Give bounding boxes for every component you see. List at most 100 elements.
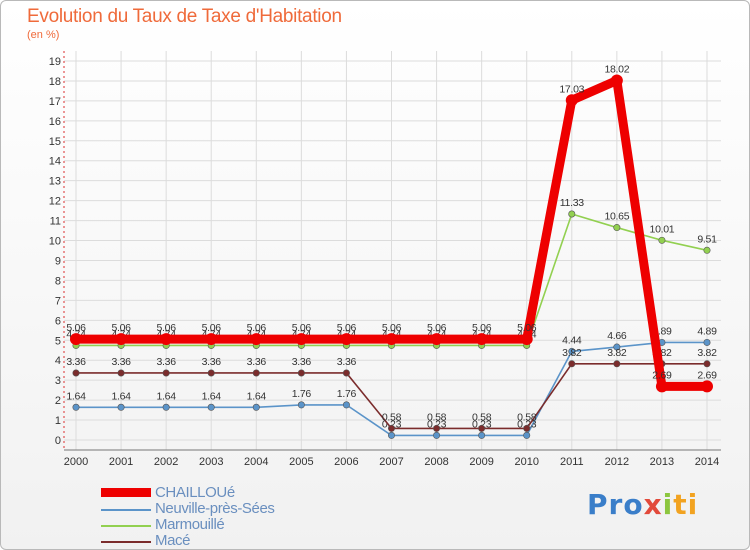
data-label: 5.06	[202, 322, 222, 334]
data-label: 9.51	[697, 233, 717, 245]
y-tick-label: 16	[49, 116, 61, 128]
y-tick-label: 1	[55, 415, 61, 427]
data-point	[162, 369, 170, 377]
data-label: 5.06	[427, 322, 447, 334]
x-tick-label: 2008	[424, 456, 448, 468]
data-label: 18.02	[604, 64, 629, 76]
legend-swatch-neuville	[101, 509, 151, 511]
y-tick-label: 4	[55, 355, 61, 367]
data-point	[162, 403, 170, 411]
data-label: 0.23	[427, 418, 447, 430]
data-point	[430, 333, 443, 346]
data-point	[703, 360, 711, 368]
data-label: 0.58	[517, 411, 537, 423]
legend-label-chaillou: CHAILLOUé	[155, 484, 235, 501]
data-point	[250, 333, 263, 346]
data-point	[655, 380, 668, 393]
data-label: 5.06	[66, 322, 86, 334]
data-point	[703, 338, 711, 346]
data-label: 1.64	[202, 390, 222, 402]
data-label: 5.06	[111, 322, 131, 334]
chart-title: Evolution du Taux de Taxe d'Habitation	[27, 6, 342, 27]
y-tick-label: 9	[55, 255, 61, 267]
x-tick-label: 2013	[650, 456, 674, 468]
x-tick-label: 2011	[560, 456, 584, 468]
data-label: 5.06	[517, 322, 537, 334]
x-tick-label: 2014	[695, 456, 719, 468]
y-tick-label: 3	[55, 375, 61, 387]
data-point	[72, 369, 80, 377]
brand-logo: Proxiti	[587, 488, 699, 521]
legend-label-neuville: Neuville-près-Sées	[155, 500, 275, 517]
data-point	[613, 343, 621, 351]
legend-swatch-mace	[101, 541, 151, 543]
x-tick-label: 2003	[199, 456, 223, 468]
data-label: 1.64	[66, 390, 86, 402]
data-label: 0.23	[382, 418, 402, 430]
y-tick-label: 6	[55, 315, 61, 327]
legend-swatch-chaillou	[101, 488, 151, 497]
y-tick-label: 10	[49, 236, 61, 248]
x-tick-label: 2000	[64, 456, 88, 468]
data-label: 4.89	[697, 325, 717, 337]
data-point	[340, 333, 353, 346]
data-point	[523, 431, 531, 439]
data-point	[478, 424, 486, 432]
data-label: 0.23	[472, 418, 492, 430]
y-tick-label: 14	[49, 156, 61, 168]
data-point	[568, 360, 576, 368]
series-neuville-pr-s-s-es: 1.64 1.64 1.64 1.64 1.64 1.76 1.76 0.23 0.23 0.23…	[66, 325, 717, 439]
data-point	[115, 333, 128, 346]
data-point	[207, 403, 215, 411]
data-label: 1.64	[247, 390, 267, 402]
y-tick-label: 2	[55, 395, 61, 407]
data-label: 3.82	[607, 347, 627, 359]
data-label: 5.06	[157, 322, 177, 334]
legend-swatch-marmouille	[101, 525, 151, 527]
data-point	[385, 333, 398, 346]
data-label: 3.82	[697, 347, 717, 359]
data-label: 3.36	[66, 356, 86, 368]
data-label: 11.33	[560, 197, 584, 209]
data-point	[520, 333, 533, 346]
y-tick-label: 5	[55, 335, 61, 347]
y-tick-label: 18	[49, 76, 61, 88]
data-label: 3.36	[202, 356, 222, 368]
x-tick-label: 2010	[514, 456, 538, 468]
data-point	[701, 380, 713, 393]
data-point	[160, 333, 173, 346]
data-point	[117, 403, 125, 411]
data-point	[252, 403, 260, 411]
data-label: 3.36	[157, 356, 177, 368]
data-point	[297, 401, 305, 409]
data-label: 3.36	[337, 356, 357, 368]
data-label: 5.06	[337, 322, 357, 334]
data-label: 10.65	[604, 211, 629, 223]
data-label: 5.06	[472, 322, 492, 334]
y-tick-label: 7	[55, 295, 61, 307]
data-point	[295, 333, 308, 346]
data-label: 5.06	[292, 322, 312, 334]
data-point	[523, 424, 531, 432]
data-label: 3.36	[292, 356, 312, 368]
y-tick-label: 12	[49, 196, 61, 208]
legend-label-marmouille: Marmouillé	[155, 516, 225, 533]
data-label: 3.82	[562, 347, 582, 359]
data-point	[117, 369, 125, 377]
y-tick-label: 19	[49, 56, 61, 68]
x-tick-label: 2005	[289, 456, 313, 468]
data-point	[610, 74, 623, 87]
x-tick-label: 2004	[244, 456, 268, 468]
data-label: 2.69	[697, 369, 717, 381]
y-tick-label: 15	[49, 136, 61, 148]
data-label: 1.76	[292, 388, 312, 400]
y-tick-label: 8	[55, 275, 61, 287]
data-label: 1.64	[157, 390, 177, 402]
data-point	[613, 224, 621, 232]
x-tick-label: 2002	[154, 456, 178, 468]
data-label: 0.58	[472, 411, 492, 423]
y-tick-label: 13	[49, 176, 61, 188]
data-point	[658, 236, 666, 244]
data-label: 17.03	[559, 83, 584, 95]
